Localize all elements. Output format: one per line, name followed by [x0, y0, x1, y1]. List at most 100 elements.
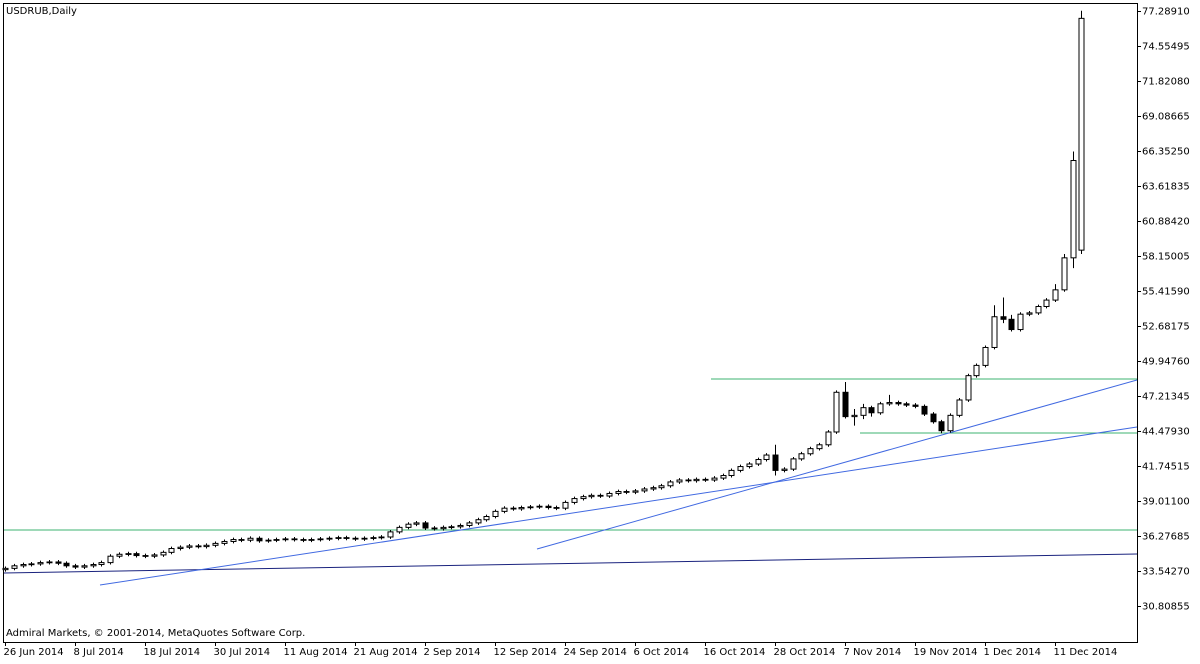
- candle-body: [562, 501, 569, 509]
- candle-body: [387, 531, 394, 538]
- candle-body: [308, 539, 315, 541]
- candle-body: [711, 477, 718, 481]
- candle-body: [851, 414, 858, 418]
- candle-body: [597, 494, 604, 497]
- candle-body: [903, 403, 910, 406]
- candle-body: [177, 546, 184, 550]
- candle-body: [256, 537, 263, 542]
- candle-body: [37, 562, 44, 565]
- candle-body: [947, 414, 954, 432]
- candle-body: [133, 553, 140, 557]
- candle-body: [238, 539, 245, 541]
- candle-body: [1070, 160, 1077, 259]
- candle-body: [212, 542, 219, 546]
- y-tick-label: 71.82080: [1142, 77, 1190, 88]
- candle-body: [991, 316, 998, 348]
- candle-body: [317, 538, 324, 541]
- y-tick-label: 69.08665: [1142, 112, 1190, 123]
- x-tick-label: 28 Oct 2014: [774, 647, 836, 658]
- candle-body: [501, 507, 508, 512]
- candle-body: [457, 524, 464, 528]
- x-tick-label: 7 Nov 2014: [844, 647, 902, 658]
- candle-body: [571, 498, 578, 503]
- candle-body: [1035, 305, 1042, 314]
- candle-body: [361, 537, 368, 540]
- x-tick-label: 1 Dec 2014: [984, 647, 1042, 658]
- candle-body: [781, 468, 788, 471]
- candle-body: [982, 346, 989, 366]
- candle-body: [702, 478, 709, 481]
- candle-body: [46, 561, 53, 564]
- candle-body: [422, 522, 429, 529]
- candle-body: [641, 488, 648, 492]
- x-tick-label: 8 Jul 2014: [74, 647, 124, 658]
- candle-body: [335, 537, 342, 539]
- candle-body: [20, 564, 27, 567]
- candle-body: [553, 507, 560, 509]
- y-tick-label: 33.54270: [1142, 567, 1190, 578]
- candle-body: [886, 402, 893, 405]
- candle-body: [693, 478, 700, 482]
- candle-body: [938, 421, 945, 432]
- candle-body: [510, 507, 517, 510]
- y-tick-label: 74.55495: [1142, 42, 1190, 53]
- x-tick-label: 26 Jun 2014: [4, 647, 64, 658]
- candle-body: [63, 562, 70, 567]
- x-tick-label: 30 Jul 2014: [214, 647, 271, 658]
- candle-body: [116, 553, 123, 557]
- x-tick-label: 6 Oct 2014: [634, 647, 689, 658]
- candle-body: [720, 475, 727, 479]
- candle-body: [440, 526, 447, 530]
- candle-body: [1078, 17, 1085, 251]
- candle-body: [475, 519, 482, 524]
- candle-body: [588, 494, 595, 498]
- candle-body: [965, 375, 972, 401]
- x-tick-label: 18 Jul 2014: [144, 647, 201, 658]
- candle-body: [72, 565, 79, 568]
- candle-body: [790, 458, 797, 470]
- candle-body: [658, 485, 665, 489]
- candle-body: [343, 537, 350, 539]
- candle-body: [492, 510, 499, 518]
- candle-body: [160, 551, 167, 556]
- candle-body: [527, 506, 534, 509]
- candle-body: [606, 492, 613, 497]
- candle-body: [282, 538, 289, 541]
- candle-body: [615, 491, 622, 494]
- y-tick-label: 55.41590: [1142, 287, 1190, 298]
- candle-body: [763, 454, 770, 461]
- y-tick-label: 36.27685: [1142, 532, 1190, 543]
- candle-body: [2, 567, 9, 571]
- candle-body: [728, 469, 735, 477]
- candle-body: [107, 555, 114, 564]
- candle-body: [300, 539, 307, 541]
- candle-body: [1043, 299, 1050, 307]
- candle-body: [746, 463, 753, 468]
- candle-body: [55, 561, 62, 564]
- candle-body: [1000, 316, 1007, 320]
- candle-body: [1061, 257, 1068, 291]
- candle-body: [326, 537, 333, 540]
- candle-body: [816, 444, 823, 450]
- candle-body: [431, 527, 438, 530]
- candle-body: [676, 479, 683, 483]
- y-tick-label: 49.94760: [1142, 357, 1190, 368]
- y-tick-label: 60.88420: [1142, 217, 1190, 228]
- candle-body: [912, 404, 919, 407]
- candle-body: [833, 391, 840, 433]
- candle-body: [798, 453, 805, 460]
- y-tick-label: 39.01100: [1142, 497, 1190, 508]
- x-tick-label: 12 Sep 2014: [494, 647, 557, 658]
- candle-body: [291, 538, 298, 541]
- candle-body: [370, 537, 377, 539]
- candle-body: [483, 516, 490, 521]
- candle-body: [1017, 313, 1024, 331]
- candle-body: [1052, 289, 1059, 301]
- candle-body: [81, 565, 88, 568]
- candle-body: [413, 522, 420, 525]
- candle-body: [860, 407, 867, 416]
- trend-line: [536, 379, 1138, 550]
- candle-body: [378, 536, 385, 539]
